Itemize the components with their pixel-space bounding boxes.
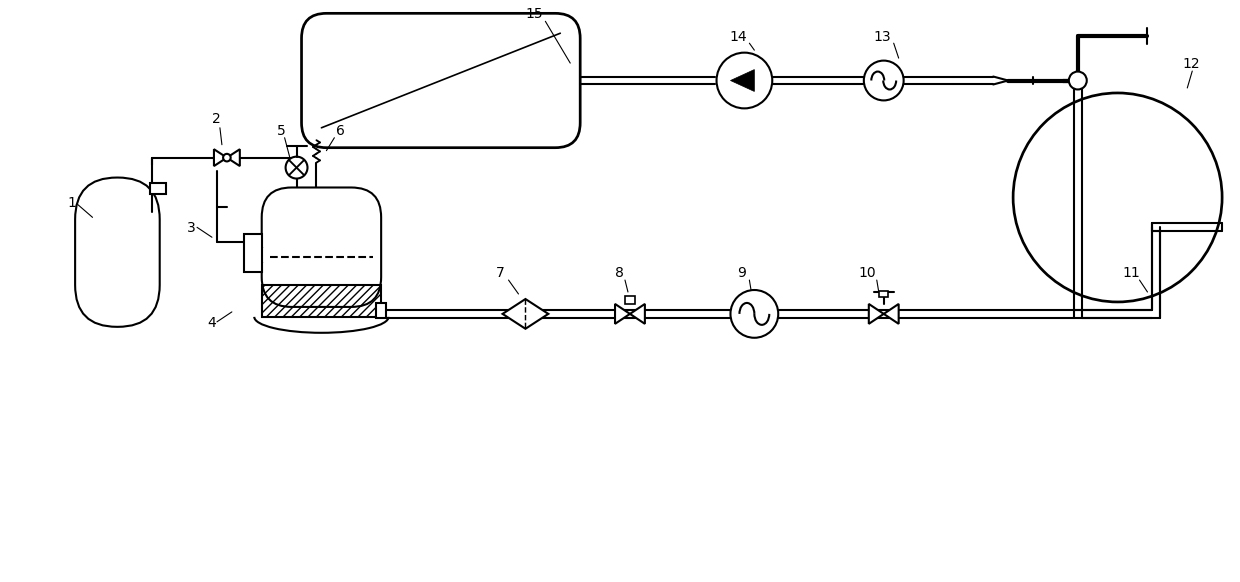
- Polygon shape: [502, 299, 548, 329]
- Text: 9: 9: [738, 266, 746, 280]
- Polygon shape: [215, 149, 227, 166]
- Circle shape: [717, 52, 773, 108]
- Polygon shape: [869, 304, 884, 324]
- Text: 1: 1: [68, 196, 77, 211]
- Polygon shape: [615, 304, 630, 324]
- Text: 6: 6: [336, 124, 345, 138]
- Polygon shape: [730, 70, 754, 91]
- Circle shape: [285, 157, 308, 179]
- Text: 10: 10: [859, 266, 877, 280]
- Text: 13: 13: [874, 30, 892, 44]
- FancyBboxPatch shape: [301, 13, 580, 148]
- Circle shape: [864, 61, 904, 101]
- Text: 14: 14: [729, 30, 746, 44]
- Bar: [262, 285, 381, 317]
- Bar: [376, 303, 386, 318]
- Text: 11: 11: [1122, 266, 1141, 280]
- Circle shape: [223, 154, 231, 161]
- Text: 15: 15: [526, 8, 543, 22]
- Bar: [244, 235, 262, 272]
- Bar: [625, 296, 635, 304]
- Text: 3: 3: [187, 221, 196, 235]
- Text: 2: 2: [212, 112, 221, 126]
- Bar: [879, 291, 888, 297]
- FancyBboxPatch shape: [262, 187, 381, 307]
- Text: 8: 8: [615, 266, 624, 280]
- Circle shape: [1013, 93, 1223, 302]
- Text: 5: 5: [277, 124, 285, 138]
- Bar: [150, 183, 166, 194]
- Text: 7: 7: [496, 266, 505, 280]
- Polygon shape: [630, 304, 645, 324]
- Circle shape: [730, 290, 779, 338]
- Circle shape: [1069, 72, 1086, 90]
- FancyBboxPatch shape: [76, 178, 160, 327]
- Text: 4: 4: [207, 316, 216, 330]
- Polygon shape: [227, 149, 239, 166]
- Text: 12: 12: [1182, 57, 1200, 71]
- Polygon shape: [884, 304, 899, 324]
